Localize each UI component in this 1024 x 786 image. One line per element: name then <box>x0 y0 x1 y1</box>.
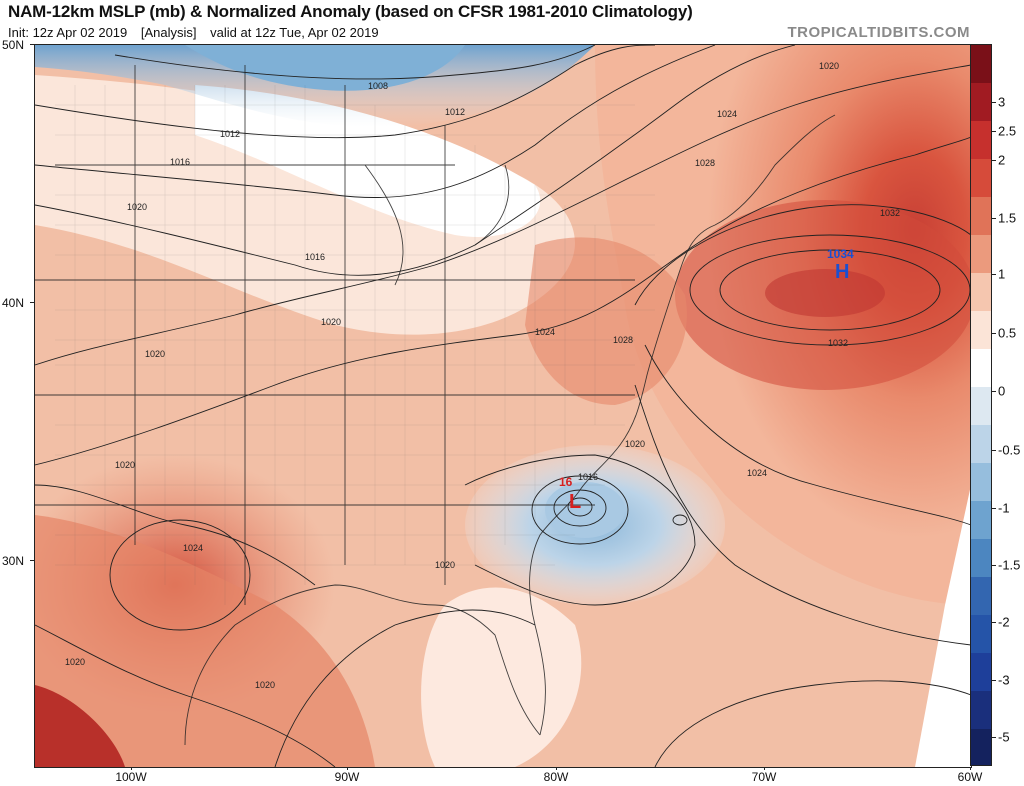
init-time: Init: 12z Apr 02 2019 <box>8 25 128 40</box>
isobar-label: 1032 <box>880 208 900 218</box>
low-pressure-value: 16 <box>559 475 573 489</box>
colorbar-tick <box>992 391 996 392</box>
lat-label-30n: 30N <box>2 554 25 568</box>
colorbar-tick <box>992 333 996 334</box>
colorbar-tick <box>992 160 996 161</box>
colorbar-segment <box>971 311 991 349</box>
low-pressure-letter: L <box>569 491 581 513</box>
map-title: NAM-12km MSLP (mb) & Normalized Anomaly … <box>8 2 693 21</box>
colorbar-segment <box>971 159 991 197</box>
isobar-label: 1012 <box>220 129 240 139</box>
colorbar-segment <box>971 691 991 729</box>
high-pressure-value: 1034 <box>827 247 854 261</box>
colorbar-tick <box>992 680 996 681</box>
map-panel[interactable]: 1008 1012 1012 1016 1016 1020 1020 1020 … <box>34 44 972 768</box>
colorbar-tick <box>992 102 996 103</box>
isobar-label: 1020 <box>435 560 455 570</box>
isobar-label: 1020 <box>145 349 165 359</box>
isobar-label: 1008 <box>368 81 388 91</box>
lat-label-50n: 50N <box>2 38 25 52</box>
isobar-label: 1024 <box>183 543 203 553</box>
colorbar-segment <box>971 45 991 83</box>
lon-label-70w: 70W <box>751 770 777 784</box>
colorbar-label: 3 <box>998 94 1006 110</box>
lon-label-100w: 100W <box>115 770 147 784</box>
isobar-label: 1016 <box>578 472 598 482</box>
colorbar-segment <box>971 121 991 159</box>
colorbar-label: -0.5 <box>998 442 1021 458</box>
colorbar-label: 1 <box>998 266 1006 282</box>
mslp-anomaly-map: 1008 1012 1012 1016 1016 1020 1020 1020 … <box>35 45 971 767</box>
isobar-label: 1020 <box>127 202 147 212</box>
colorbar-label: 0 <box>998 383 1006 399</box>
colorbar-tick <box>992 737 996 738</box>
colorbar-segment <box>971 615 991 653</box>
colorbar-segment <box>971 425 991 463</box>
colorbar-segment <box>971 463 991 501</box>
colorbar-tick <box>992 450 996 451</box>
colorbar-segment <box>971 653 991 691</box>
anomaly-colorbar <box>970 44 992 766</box>
lon-label-80w: 80W <box>543 770 569 784</box>
low-pressure-marker: 16 L <box>559 475 581 513</box>
colorbar-label: 2 <box>998 152 1006 168</box>
lon-label-60w: 60W <box>957 770 983 784</box>
colorbar-tick <box>992 622 996 623</box>
isobar-label: 1020 <box>321 317 341 327</box>
isobar-label: 1028 <box>613 335 633 345</box>
colorbar-segment <box>971 273 991 311</box>
brand-watermark[interactable]: TROPICALTIDBITS.COM <box>787 24 970 41</box>
isobar-label: 1024 <box>717 109 737 119</box>
colorbar-label: -3 <box>998 672 1010 688</box>
isobar-label: 1012 <box>445 107 465 117</box>
colorbar-segment <box>971 387 991 425</box>
lat-label-40n: 40N <box>2 296 25 310</box>
colorbar-tick <box>992 508 996 509</box>
colorbar-segment <box>971 539 991 577</box>
isobar-label: 1024 <box>535 327 555 337</box>
lon-label-90w: 90W <box>334 770 360 784</box>
analysis-tag: [Analysis] <box>140 25 197 40</box>
isobar-label: 1020 <box>255 680 275 690</box>
colorbar-segment <box>971 501 991 539</box>
colorbar-label: -5 <box>998 729 1010 745</box>
colorbar-label: -2 <box>998 614 1010 630</box>
valid-time: valid at 12z Tue, Apr 02 2019 <box>210 25 379 40</box>
isobar-label: 1016 <box>305 252 325 262</box>
colorbar-tick <box>992 565 996 566</box>
colorbar-tick <box>992 131 996 132</box>
colorbar-segment <box>971 577 991 615</box>
high-pressure-letter: H <box>835 261 849 283</box>
colorbar-label: -1.5 <box>998 557 1021 573</box>
colorbar-segment <box>971 83 991 121</box>
colorbar-label: 0.5 <box>998 325 1017 341</box>
isobar-label: 1032 <box>828 338 848 348</box>
colorbar-tick <box>992 274 996 275</box>
map-subtitle: Init: 12z Apr 02 2019 [Analysis] valid a… <box>8 25 389 40</box>
colorbar-label: 2.5 <box>998 123 1017 139</box>
isobar-label: 1024 <box>747 468 767 478</box>
isobar-label: 1020 <box>115 460 135 470</box>
high-pressure-marker: 1034 H <box>827 247 854 283</box>
colorbar-segment <box>971 349 991 387</box>
colorbar-segment <box>971 729 991 765</box>
colorbar-tick <box>992 218 996 219</box>
isobar-label: 1020 <box>65 657 85 667</box>
isobar-label: 1028 <box>695 158 715 168</box>
colorbar-segment <box>971 235 991 273</box>
isobar-label: 1020 <box>819 61 839 71</box>
colorbar-label: 1.5 <box>998 210 1017 226</box>
colorbar-segment <box>971 197 991 235</box>
isobar-label: 1016 <box>170 157 190 167</box>
isobar-label: 1020 <box>625 439 645 449</box>
colorbar-label: -1 <box>998 500 1010 516</box>
